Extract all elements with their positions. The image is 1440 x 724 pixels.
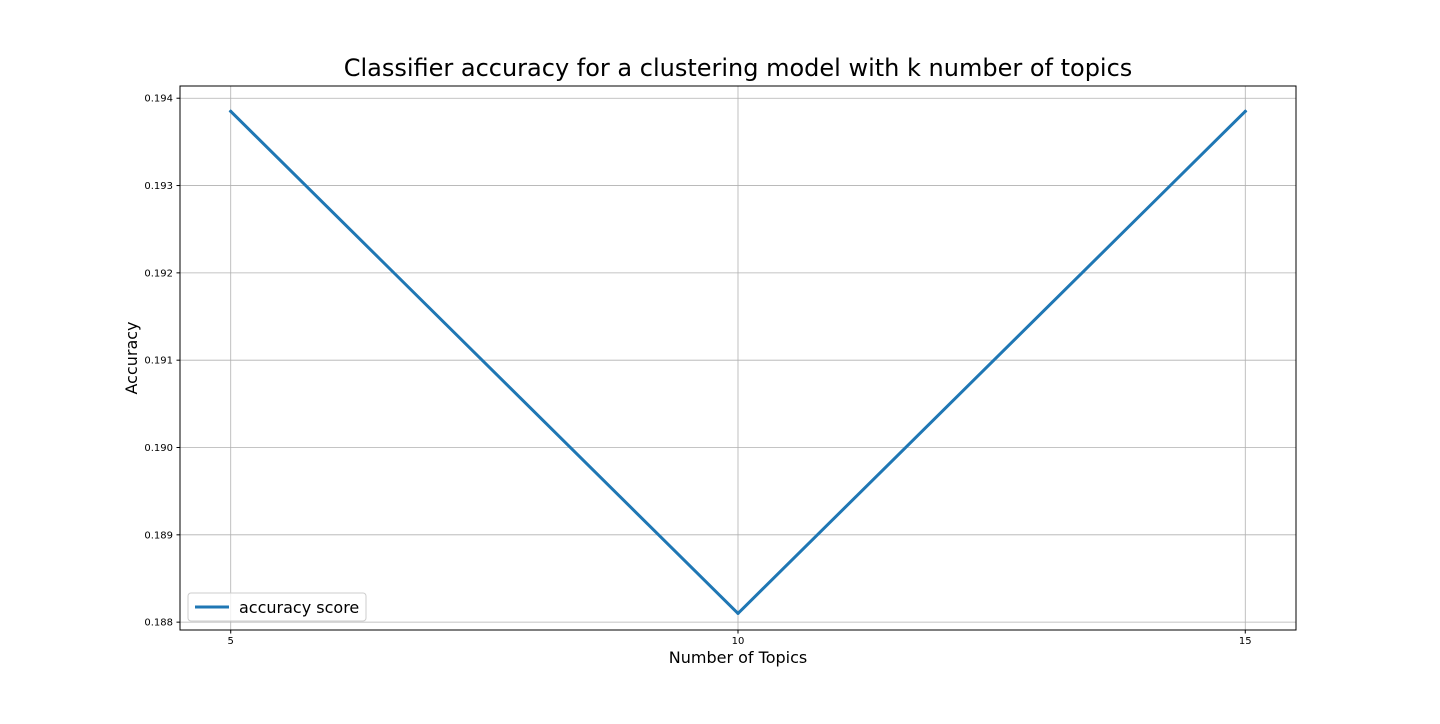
legend-label: accuracy score <box>239 598 359 617</box>
y-tick-label: 0.193 <box>144 181 173 192</box>
y-tick-label: 0.190 <box>144 443 173 454</box>
y-axis-ticks: 0.188 0.189 0.190 0.191 0.192 0.193 0.194 <box>144 94 180 629</box>
y-tick-label: 0.194 <box>144 94 173 105</box>
x-tick-label: 15 <box>1239 636 1252 647</box>
y-axis-label: Accuracy <box>122 321 141 394</box>
data-point <box>1243 109 1247 113</box>
x-tick-label: 10 <box>732 636 745 647</box>
x-axis-ticks: 5 10 15 <box>228 630 1252 647</box>
y-tick-label: 0.188 <box>144 618 173 629</box>
x-tick-label: 5 <box>228 636 234 647</box>
legend: accuracy score <box>187 592 367 622</box>
data-point <box>229 109 233 113</box>
y-tick-label: 0.191 <box>144 356 173 367</box>
data-point <box>736 611 740 615</box>
series-layer <box>228 109 1248 615</box>
y-tick-label: 0.189 <box>144 530 173 541</box>
chart-title: Classifier accuracy for a clustering mod… <box>344 54 1133 82</box>
legend-box <box>187 592 367 622</box>
y-tick-label: 0.192 <box>144 268 173 279</box>
grid <box>180 86 1296 630</box>
x-axis-label: Number of Topics <box>669 648 807 667</box>
